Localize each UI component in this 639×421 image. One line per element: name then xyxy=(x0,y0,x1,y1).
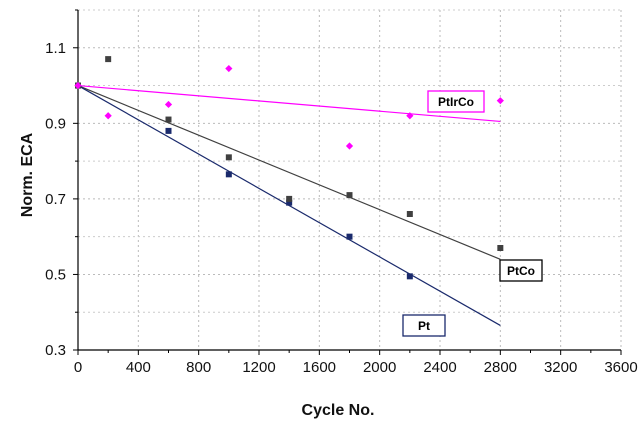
ptco-point xyxy=(165,116,172,123)
pt-point xyxy=(346,233,353,240)
x-tick-label: 1200 xyxy=(242,359,275,376)
series-labels: PtIrCo PtCo Pt xyxy=(402,90,543,337)
ptirco-point xyxy=(225,64,233,73)
x-tick-labels: 0 400 800 1200 1600 2000 2400 2800 3200 3600 xyxy=(74,359,638,376)
ptirco-label-box xyxy=(427,90,485,113)
ptirco-point xyxy=(74,81,82,90)
ptco-point xyxy=(346,192,353,199)
y-tick-label: 0.7 xyxy=(45,191,66,208)
y-tick-label: 1.1 xyxy=(45,40,66,57)
x-tick-label: 3600 xyxy=(604,359,637,376)
y-axis-label: Norm. ECA xyxy=(19,132,36,217)
x-tick-label: 2800 xyxy=(484,359,517,376)
x-tick-label: 2400 xyxy=(423,359,456,376)
ptirco-label: PtIrCo xyxy=(438,95,474,109)
x-tick-label: 3200 xyxy=(544,359,577,376)
x-tick-label: 0 xyxy=(74,359,82,376)
data-points xyxy=(74,56,504,280)
x-tick-label: 800 xyxy=(186,359,211,376)
axes xyxy=(73,9,622,355)
ptirco-point xyxy=(104,112,112,120)
ptirco-point xyxy=(406,112,414,120)
pt-point xyxy=(406,273,413,280)
y-tick-label: 0.9 xyxy=(45,115,66,132)
pt-point xyxy=(225,171,232,178)
y-tick-label: 0.5 xyxy=(45,266,66,283)
ptirco-trendline xyxy=(77,84,501,123)
pt-point xyxy=(286,199,293,206)
ptco-label: PtCo xyxy=(507,264,535,278)
x-tick-label: 2000 xyxy=(363,359,396,376)
ptirco-point xyxy=(496,97,504,105)
ptco-point xyxy=(406,211,413,217)
ptco-point xyxy=(286,195,293,202)
ptco-point xyxy=(497,245,504,251)
ptco-point xyxy=(105,56,112,63)
ptirco-point xyxy=(164,100,173,109)
x-tick-label: 400 xyxy=(126,359,151,376)
pt-point xyxy=(165,127,172,134)
ptirco-point xyxy=(345,142,354,150)
x-axis-label: Cycle No. xyxy=(302,402,375,419)
pt-label-box xyxy=(402,314,446,337)
pt-label: Pt xyxy=(418,319,430,333)
ptco-trendline xyxy=(77,85,501,260)
ptco-label-box xyxy=(499,259,543,282)
grid xyxy=(78,9,622,350)
x-tick-label: 1600 xyxy=(303,359,336,376)
ptco-point xyxy=(225,154,232,161)
y-tick-labels: 0.3 0.5 0.7 0.9 1.1 xyxy=(45,40,66,359)
y-tick-label: 0.3 xyxy=(45,342,66,359)
